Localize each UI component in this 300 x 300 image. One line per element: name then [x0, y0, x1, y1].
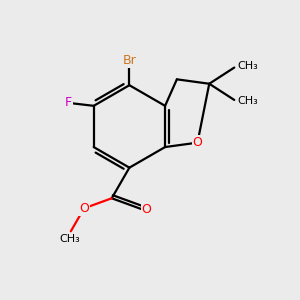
- Text: O: O: [79, 202, 89, 215]
- Text: CH₃: CH₃: [237, 96, 258, 106]
- Text: O: O: [193, 136, 202, 149]
- Text: CH₃: CH₃: [59, 234, 80, 244]
- Text: Br: Br: [122, 54, 136, 67]
- Text: CH₃: CH₃: [237, 61, 258, 71]
- Text: F: F: [65, 96, 72, 110]
- Text: O: O: [142, 203, 152, 216]
